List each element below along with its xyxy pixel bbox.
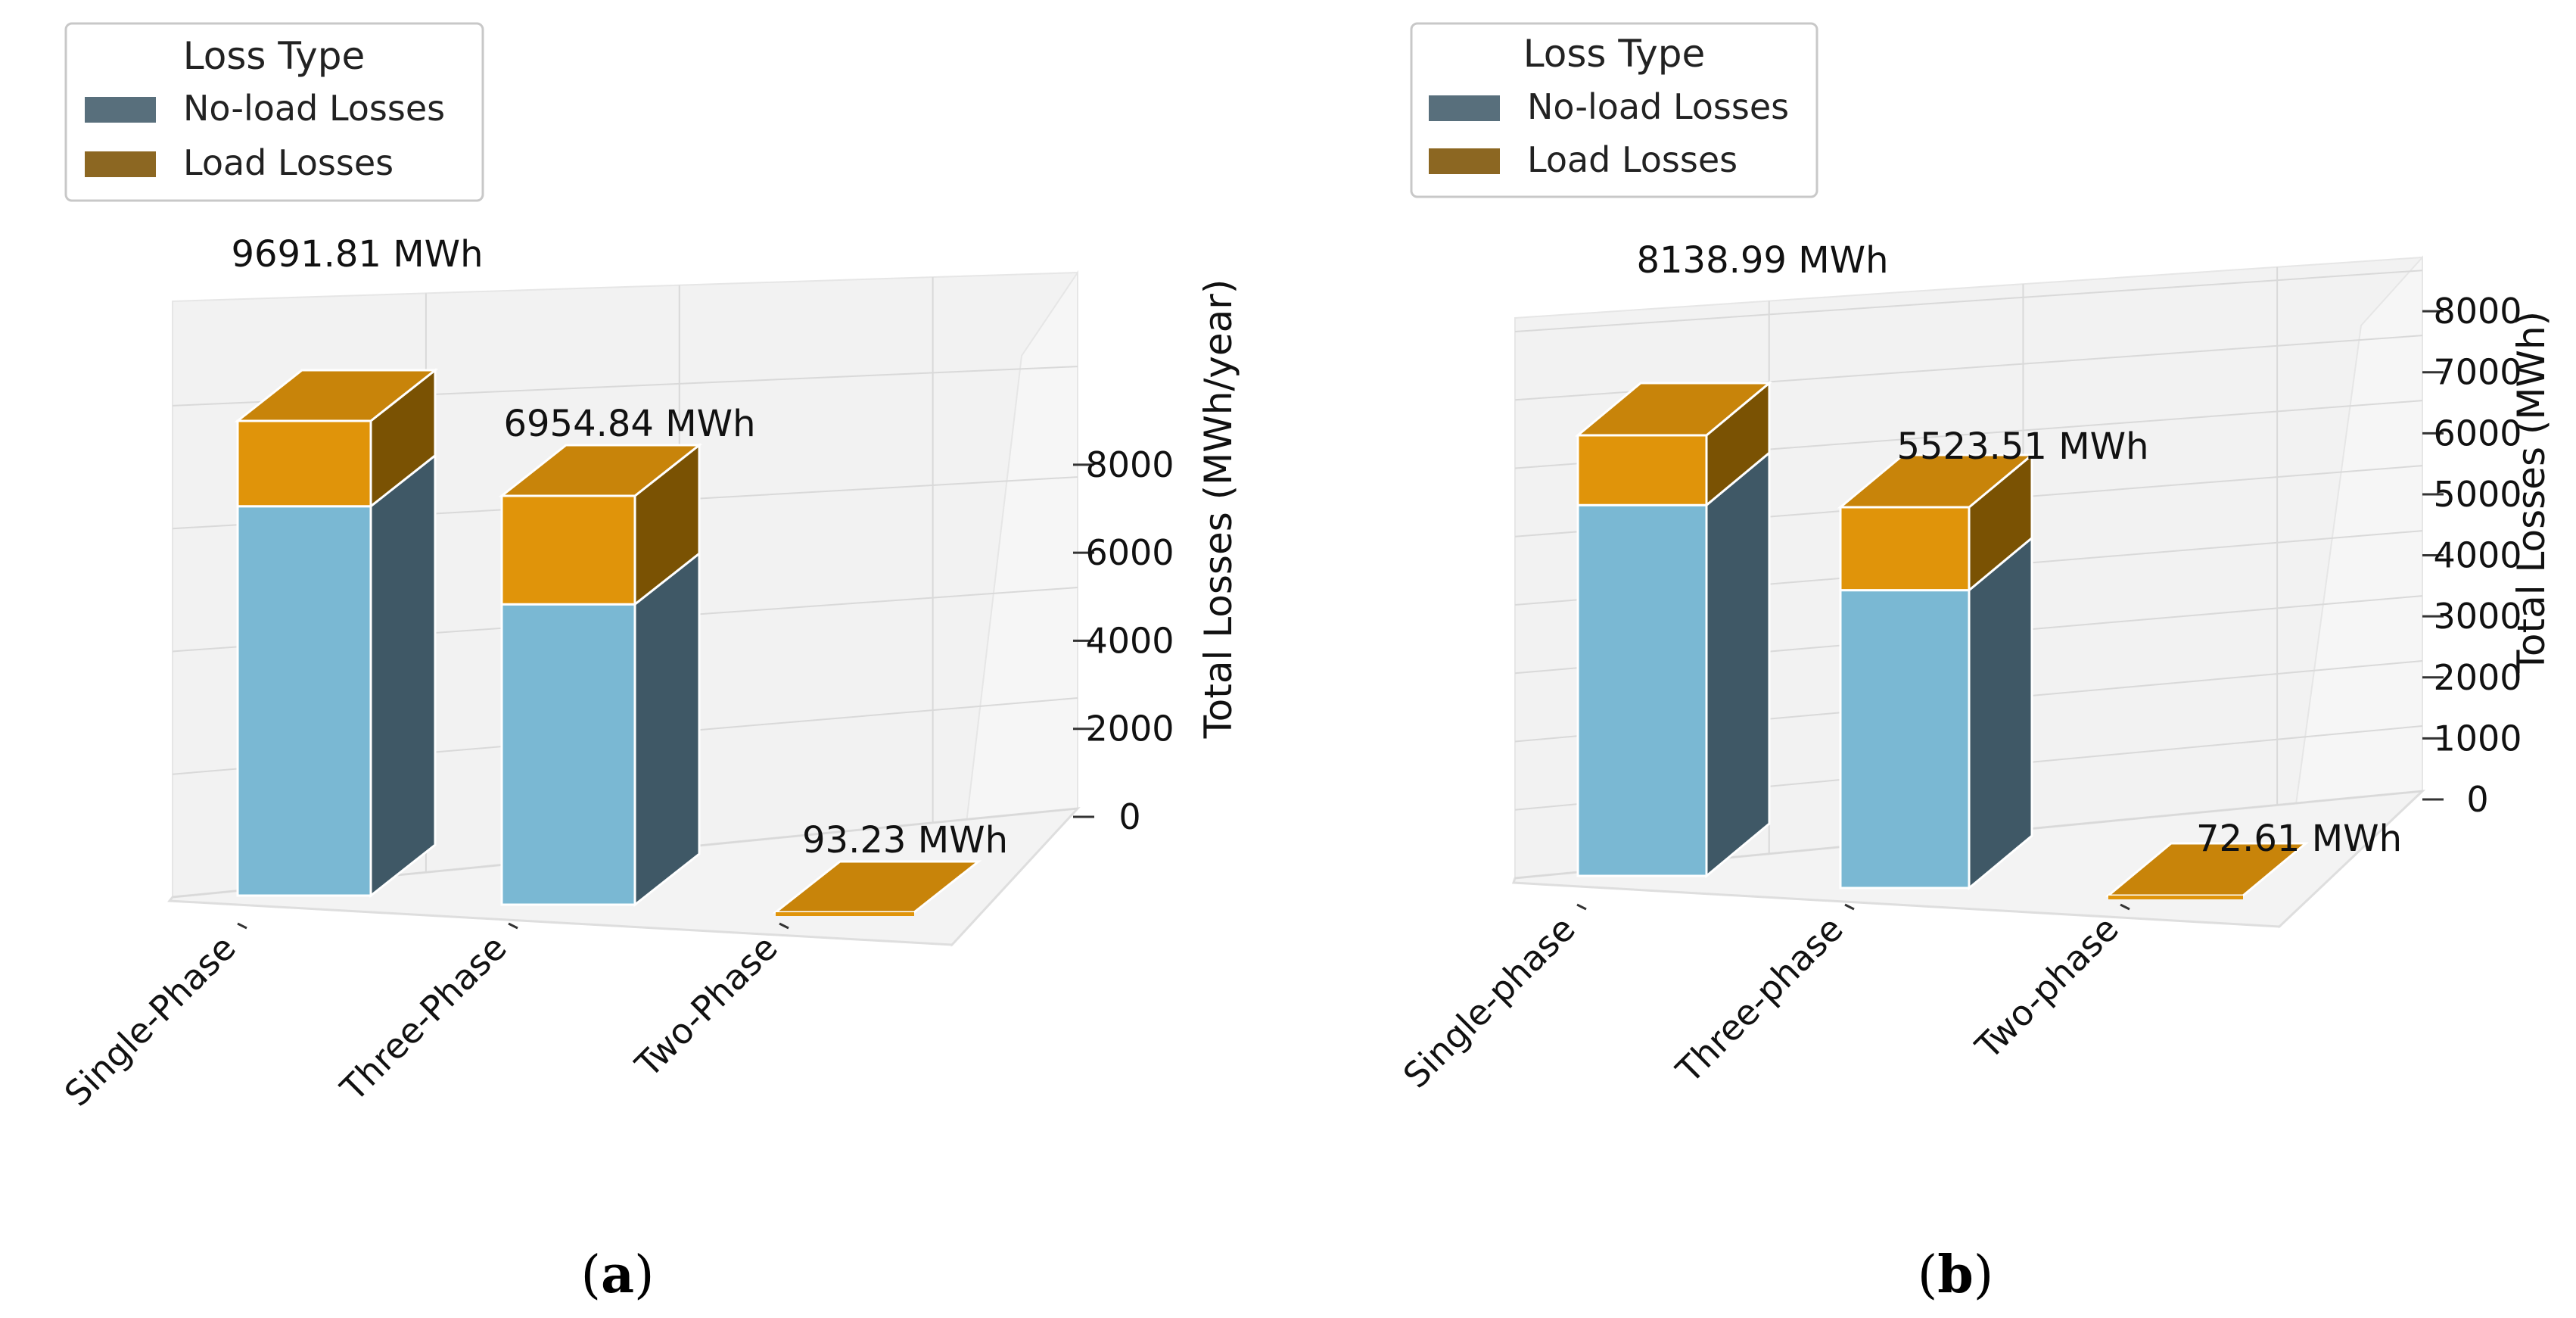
bar-load-front-a-1 <box>500 494 636 606</box>
bar-load-top-b-1 <box>1837 453 2036 509</box>
bar-load-front-b-2 <box>2108 896 2243 899</box>
bar-noload-front-b-1 <box>1839 589 1971 890</box>
bar-noload-side-a-0 <box>369 453 437 899</box>
bar-b-2 <box>2105 842 2310 899</box>
bar-a-2 <box>772 860 982 916</box>
z-tick-label-b-2: 2000 <box>2433 657 2522 698</box>
bar-load-top-a-1 <box>498 444 703 497</box>
legend-title-b: Loss Type <box>1523 32 1705 76</box>
gridline-b-8 <box>1514 270 2423 333</box>
cat-tick-a-1 <box>508 922 518 930</box>
cat-tick-a-0 <box>237 922 247 930</box>
legend-box-b <box>1410 22 1818 198</box>
z-tick-label-a-0: 0 <box>1118 796 1140 837</box>
total-label-a-0: 9691.81 MWh <box>231 233 483 276</box>
z-tick-label-a-3: 6000 <box>1085 532 1174 573</box>
bar-load-top-b-0 <box>1574 382 1773 437</box>
z-tick-label-b-3: 3000 <box>2433 596 2522 637</box>
z-tick-label-a-1: 2000 <box>1085 709 1174 749</box>
cat-label-a-2: Two-Phase <box>627 927 785 1086</box>
legend-box-a <box>64 22 484 202</box>
cat-label-a-0: Single-Phase <box>57 927 244 1114</box>
z-tick-label-b-6: 6000 <box>2433 413 2522 453</box>
legend-label-load-b: Load Losses <box>1527 139 1738 180</box>
cat-label-a-1: Three-Phase <box>332 927 515 1110</box>
chart-panel-a: 9691.81 MWh Single-Phase 6954.84 MWh Three-… <box>57 22 1240 1305</box>
bar-load-front-a-2 <box>776 912 914 916</box>
total-label-b-2: 72.61 MWh <box>2196 818 2402 860</box>
total-label-a-1: 6954.84 MWh <box>503 403 755 445</box>
z-tick-label-a-4: 8000 <box>1085 444 1174 485</box>
bar-noload-side-a-1 <box>633 551 701 908</box>
bar-b-1 <box>1837 452 2036 891</box>
legend-title-a: Loss Type <box>183 34 365 78</box>
z-axis-label-a: Total Losses (MWh/year) <box>1196 279 1240 740</box>
z-axis-label-b: Total Losses (MWh) <box>2509 311 2553 674</box>
cat-tick-b-1 <box>1844 903 1855 911</box>
legend-label-noload-b: No-load Losses <box>1527 86 1789 127</box>
bar-noload-front-a-1 <box>500 603 636 906</box>
z-tick-label-b-7: 7000 <box>2433 352 2522 393</box>
total-label-b-1: 5523.51 MWh <box>1896 425 2148 468</box>
cat-label-b-2: Two-phase <box>1967 908 2126 1067</box>
legend-label-noload-a: No-load Losses <box>183 88 445 129</box>
legend-swatch-load-b <box>1429 148 1500 174</box>
cat-label-b-1: Three-phase <box>1668 908 1851 1092</box>
caption-a: (a) <box>580 1245 654 1305</box>
chart-panel-b: 8138.99 MWh Single-phase 5523.51 MWh Three-… <box>1395 22 2553 1305</box>
z-tick-label-b-5: 5000 <box>2433 474 2522 515</box>
legend-swatch-noload-a <box>85 97 156 123</box>
bar-load-top-a-0 <box>234 369 439 422</box>
legend-a: Loss Type No-load Losses Load Losses <box>64 22 484 202</box>
bar-noload-side-b-0 <box>1705 450 1771 879</box>
cat-label-b-0: Single-phase <box>1395 908 1583 1096</box>
z-tick-label-b-8: 8000 <box>2433 291 2522 332</box>
cat-tick-b-2 <box>2120 903 2130 911</box>
z-tick-label-b-4: 4000 <box>2433 535 2522 576</box>
z-tick-label-a-2: 4000 <box>1085 620 1174 661</box>
bar-noload-front-b-0 <box>1576 503 1708 877</box>
bar-load-front-b-0 <box>1576 434 1708 506</box>
cat-tick-a-2 <box>779 922 789 930</box>
z-tick-label-b-1: 1000 <box>2433 718 2522 759</box>
legend-b: Loss Type No-load Losses Load Losses <box>1410 22 1818 198</box>
total-label-a-2: 93.23 MWh <box>802 819 1008 862</box>
bar-a-0 <box>234 367 439 899</box>
bar-b-0 <box>1574 380 1773 879</box>
bar-load-front-b-1 <box>1839 506 1971 592</box>
legend-swatch-load-a <box>85 151 156 177</box>
bar-a-1 <box>498 442 703 908</box>
bar-noload-front-a-0 <box>236 505 372 897</box>
caption-b: (b) <box>1918 1245 1994 1305</box>
legend-swatch-noload-b <box>1429 95 1500 121</box>
legend-label-load-a: Load Losses <box>183 142 394 183</box>
total-label-b-0: 8138.99 MWh <box>1636 239 1888 282</box>
bar-load-front-a-0 <box>236 419 372 508</box>
cat-tick-b-0 <box>1576 903 1587 911</box>
z-tick-label-b-0: 0 <box>2466 779 2488 820</box>
bar-noload-side-b-1 <box>1968 535 2033 891</box>
